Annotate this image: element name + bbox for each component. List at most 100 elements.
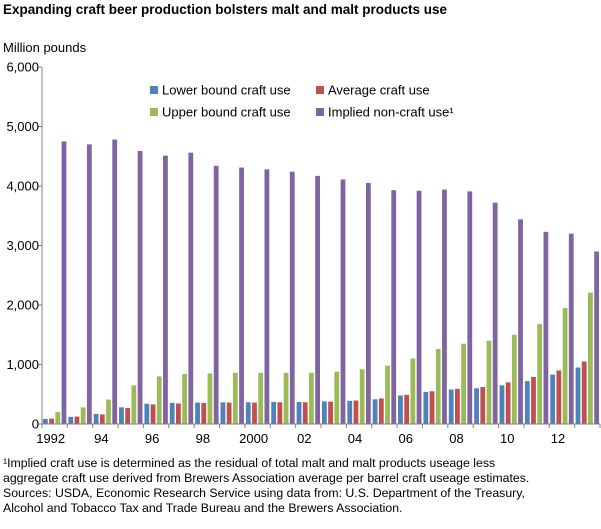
bar-3-2011 <box>537 324 543 424</box>
footnote-line: Alcohol and Tobacco Tax and Trade Bureau… <box>3 501 403 515</box>
bar-3-1999 <box>232 372 238 424</box>
x-tick-label: 94 <box>94 431 108 446</box>
bar-2-2005 <box>378 398 384 424</box>
x-tick-label: 2000 <box>239 431 268 446</box>
y-tick-label: 0 <box>32 417 39 432</box>
bar-1-2006 <box>398 395 403 424</box>
bar-3-1997 <box>182 374 187 424</box>
bar-1-1995 <box>119 407 124 424</box>
bar-3-2007 <box>435 349 441 424</box>
bar-4-2001 <box>289 171 295 424</box>
bar-3-1992 <box>55 412 61 424</box>
y-tick-label: 4,000 <box>6 179 39 194</box>
bar-3-2010 <box>511 334 517 424</box>
bar-1-2011 <box>524 381 530 424</box>
x-tick-label: 98 <box>196 431 210 446</box>
bar-4-1994 <box>112 139 118 424</box>
bar-2-2006 <box>404 394 410 424</box>
bar-1-2008 <box>448 389 454 424</box>
bar-4-1997 <box>188 152 194 424</box>
axes <box>41 67 600 425</box>
bar-3-2003 <box>334 371 340 424</box>
bar-4-2010 <box>518 219 523 424</box>
bar-3-2009 <box>486 340 492 424</box>
bar-1-2010 <box>499 385 505 424</box>
bar-1-1998 <box>195 402 200 424</box>
bar-2-2003 <box>328 401 333 424</box>
bar-4-2002 <box>315 175 321 424</box>
footnote-line: aggregate craft use derived from Brewers… <box>3 471 530 485</box>
y-tick-label: 5,000 <box>6 119 39 134</box>
bar-1-2004 <box>347 400 353 424</box>
bar-4-2004 <box>365 183 371 424</box>
bar-1-2007 <box>423 391 429 424</box>
bar-2-1999 <box>226 402 232 424</box>
x-tick-label: 04 <box>348 431 362 446</box>
bar-2-2013 <box>581 361 587 424</box>
y-axis-ticks: 0 1,000 2,000 3,000 4,000 5,000 6,000 <box>6 60 42 432</box>
bar-3-2008 <box>461 343 466 424</box>
bar-2-2002 <box>302 402 308 424</box>
legend-label: Implied non-craft use¹ <box>328 105 454 120</box>
footnotes: ¹Implied craft use is determined as the … <box>3 456 599 516</box>
bar-1-2000 <box>245 402 251 424</box>
bar-4-2006 <box>416 190 422 424</box>
bar-3-1996 <box>156 376 162 424</box>
bar-1-2002 <box>296 401 302 424</box>
legend: Lower bound craft use Average craft use Up… <box>150 83 454 120</box>
bar-1-2001 <box>271 401 277 424</box>
x-tick-label: 02 <box>297 431 311 446</box>
legend-label: Lower bound craft use <box>162 83 291 98</box>
x-tick-label: 96 <box>145 431 159 446</box>
bar-3-1998 <box>207 373 213 424</box>
bar-2-1996 <box>150 404 156 424</box>
bar-2-1992 <box>49 418 54 424</box>
legend-swatch <box>150 86 158 94</box>
bar-4-2003 <box>340 179 346 424</box>
x-tick-label: 08 <box>449 431 463 446</box>
bar-4-1999 <box>239 167 244 424</box>
legend-label: Upper bound craft use <box>162 105 291 120</box>
bar-3-2005 <box>385 365 390 424</box>
bar-4-1993 <box>86 144 92 424</box>
bar-4-2008 <box>467 191 473 424</box>
bar-4-2000 <box>264 169 270 424</box>
bar-1-2013 <box>575 367 581 424</box>
bar-4-2009 <box>492 202 498 424</box>
x-tick-label: 1992 <box>36 431 65 446</box>
bar-1-2012 <box>550 374 556 424</box>
x-tick-label: 12 <box>551 431 565 446</box>
bar-series <box>42 139 600 425</box>
bar-3-2000 <box>258 372 264 424</box>
bar-3-1993 <box>80 407 86 424</box>
chart-title: Expanding craft beer production bolsters… <box>3 2 448 17</box>
bar-1-1994 <box>93 413 99 424</box>
y-tick-label: 3,000 <box>6 238 39 253</box>
bar-4-1996 <box>163 155 168 424</box>
bar-2-2010 <box>505 382 511 424</box>
bar-4-1995 <box>137 150 143 424</box>
bar-3-2002 <box>309 372 314 424</box>
bar-2-2001 <box>277 402 283 424</box>
bar-3-2006 <box>410 358 416 424</box>
bar-1-2005 <box>372 399 378 424</box>
bar-3-1995 <box>131 385 137 424</box>
y-tick-label: 1,000 <box>6 357 39 372</box>
bar-2-2000 <box>252 402 257 424</box>
bar-1-1996 <box>144 403 150 424</box>
x-tick-label: 06 <box>399 431 413 446</box>
bar-2-2012 <box>556 370 562 424</box>
bar-chart: 0 1,000 2,000 3,000 4,000 5,000 6,000 1992 94 96… <box>6 60 601 446</box>
legend-label: Average craft use <box>328 83 430 98</box>
y-tick-label: 6,000 <box>6 60 39 75</box>
y-axis-label: Million pounds <box>3 40 87 55</box>
footnote-line: ¹Implied craft use is determined as the … <box>3 456 496 470</box>
bar-4-1992 <box>61 141 67 425</box>
bar-4-2012 <box>568 233 574 424</box>
bar-2-2004 <box>353 400 359 424</box>
bar-4-2011 <box>543 231 549 424</box>
bar-1-1999 <box>220 402 226 424</box>
bar-1-2009 <box>474 388 479 424</box>
legend-swatch <box>316 86 324 94</box>
bar-1-1997 <box>169 402 175 424</box>
